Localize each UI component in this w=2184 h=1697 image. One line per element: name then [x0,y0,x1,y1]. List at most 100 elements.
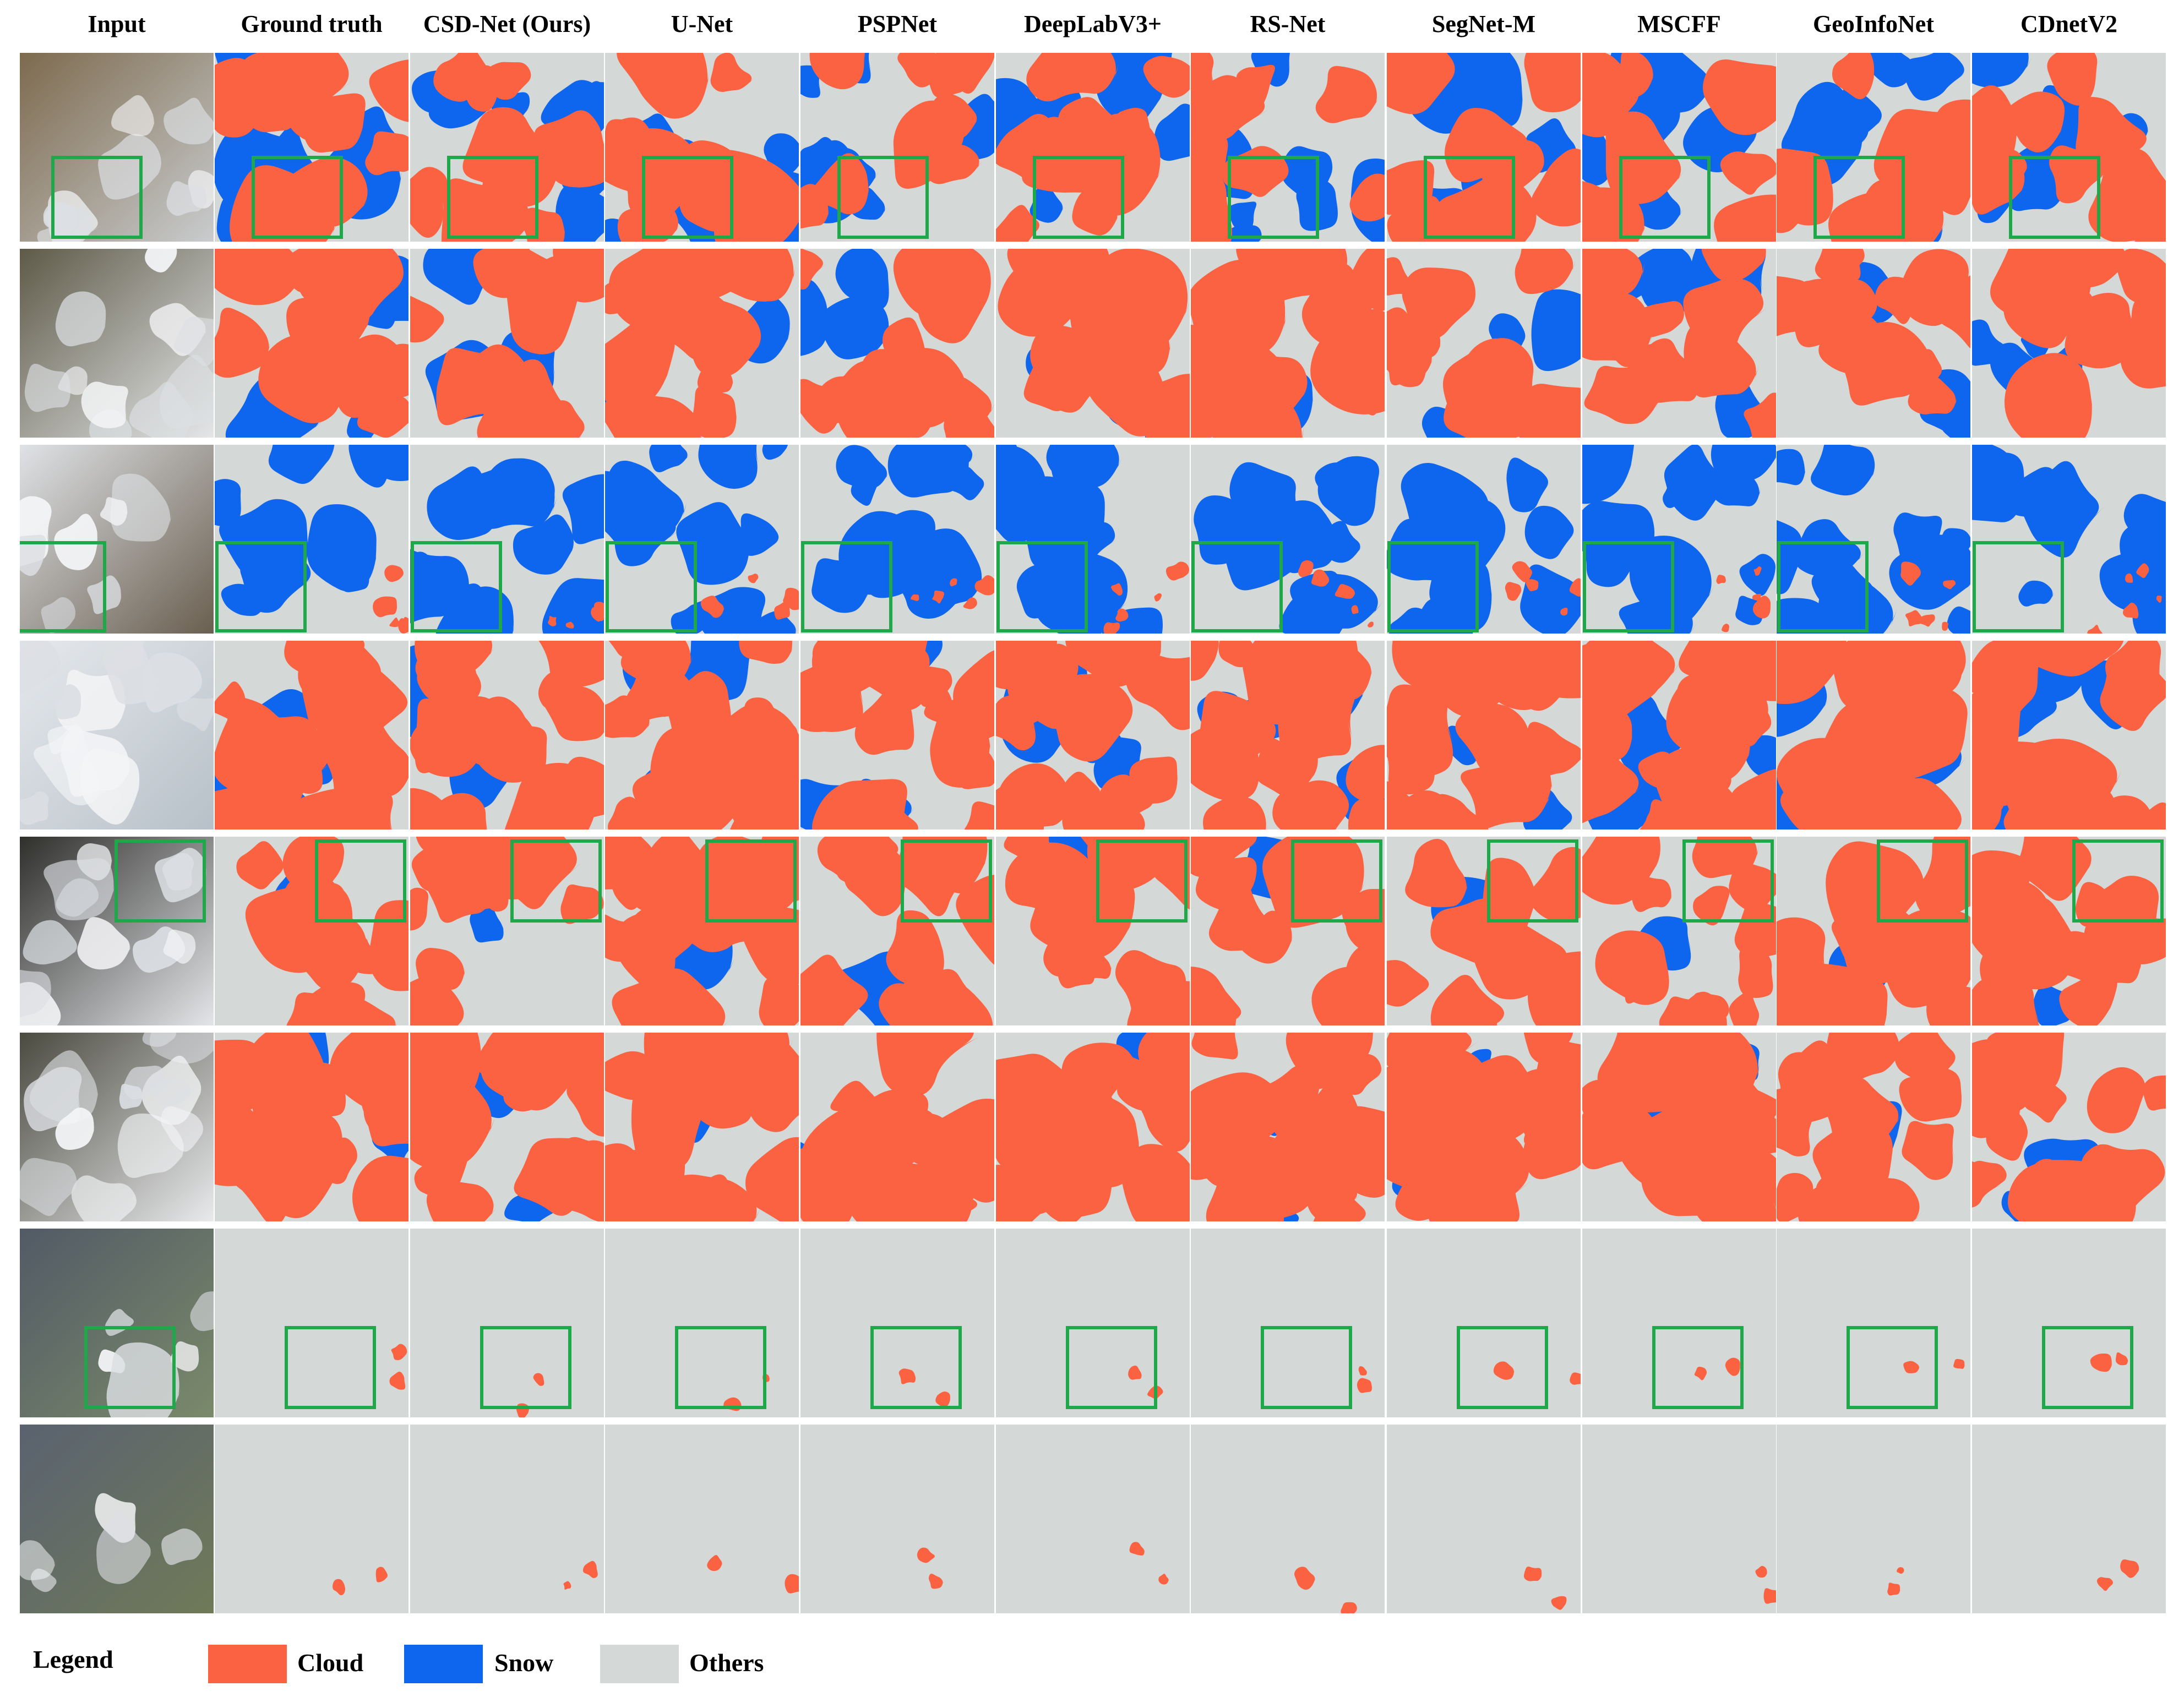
column-header: U-Net [671,10,733,37]
prediction-mask [1582,641,1776,830]
column-header: RS-Net [1250,10,1326,37]
prediction-mask [1191,1229,1385,1417]
prediction-mask [1972,1425,2166,1613]
prediction-mask [1582,837,1776,1025]
prediction-mask [410,53,604,242]
highlight-box [1228,156,1319,239]
prediction-mask [215,1033,409,1221]
legend-label-snow: Snow [494,1649,554,1677]
highlight-box [411,541,502,632]
prediction-mask [800,837,994,1025]
prediction-mask [1777,1425,1970,1613]
prediction-mask [1777,249,1970,438]
prediction-mask [1777,1229,1970,1417]
prediction-mask [1191,1033,1385,1221]
prediction-mask [1387,1033,1581,1221]
prediction-mask [1582,445,1776,634]
prediction-mask [215,1229,409,1417]
prediction-mask [800,641,994,830]
prediction-mask [215,249,409,438]
input-image [20,641,214,830]
prediction-mask [996,445,1190,634]
prediction-mask [1387,53,1581,242]
highlight-box [20,541,106,632]
column-header: GeoInfoNet [1813,10,1934,37]
prediction-mask [410,445,604,634]
column-header: CSD-Net (Ours) [423,10,591,37]
prediction-mask [1387,445,1581,634]
input-image [20,1033,214,1221]
highlight-box [1847,1326,1938,1409]
prediction-mask [1387,641,1581,830]
input-image [20,445,214,634]
prediction-mask [410,837,604,1025]
prediction-mask [1972,1229,2166,1417]
prediction-mask [1972,53,2166,242]
highlight-box [215,541,307,632]
prediction-mask [1777,837,1970,1025]
highlight-box [837,156,929,239]
prediction-mask [1191,249,1385,438]
prediction-mask [605,249,799,438]
highlight-box [1033,156,1124,239]
highlight-box [285,1326,376,1409]
prediction-mask [605,53,799,242]
highlight-box [2072,839,2164,923]
prediction-mask [1972,837,2166,1025]
prediction-mask [1387,1425,1581,1613]
prediction-mask [410,249,604,438]
legend-swatch-cloud [208,1645,287,1683]
highlight-box [1682,839,1774,923]
highlight-box [1487,839,1578,923]
column-header: Input [88,10,146,37]
prediction-mask [215,53,409,242]
prediction-mask [996,249,1190,438]
highlight-box [1652,1326,1744,1409]
column-header: PSPNet [857,10,938,37]
prediction-mask [1387,249,1581,438]
input-image [20,1229,214,1417]
prediction-mask [410,1033,604,1221]
column-header: SegNet-M [1431,10,1536,37]
prediction-mask [1191,445,1385,634]
legend-swatch-others [600,1645,679,1683]
highlight-box [901,839,992,923]
highlight-box [675,1326,766,1409]
prediction-mask [996,641,1190,830]
prediction-mask [1387,1229,1581,1417]
column-header: CDnetV2 [2020,10,2117,37]
prediction-mask [1582,1033,1776,1221]
highlight-box [1457,1326,1548,1409]
highlight-box [115,839,206,923]
prediction-mask [800,53,994,242]
prediction-mask [1972,1033,2166,1221]
highlight-box [1387,541,1479,632]
legend-title: Legend [33,1645,113,1673]
prediction-mask [1582,1229,1776,1417]
highlight-box [252,156,343,239]
prediction-mask [215,641,409,830]
column-header: DeepLabV3+ [1024,10,1162,37]
column-header: MSCFF [1637,10,1721,37]
highlight-box [51,156,143,239]
column-header: Ground truth [241,10,383,37]
prediction-mask [800,249,994,438]
input-image [20,1425,214,1613]
prediction-mask [800,1229,994,1417]
highlight-box [510,839,602,923]
highlight-box [870,1326,962,1409]
prediction-mask [800,445,994,634]
prediction-mask [1191,1425,1385,1613]
input-image [20,837,214,1025]
highlight-box [606,541,697,632]
highlight-box [1583,541,1674,632]
highlight-box [84,1326,176,1409]
prediction-mask [605,445,799,634]
prediction-mask [800,1425,994,1613]
prediction-mask [1191,53,1385,242]
prediction-mask [215,1425,409,1613]
prediction-mask [996,1033,1190,1221]
prediction-mask [1191,641,1385,830]
input-image [20,53,214,242]
prediction-mask [1387,837,1581,1025]
